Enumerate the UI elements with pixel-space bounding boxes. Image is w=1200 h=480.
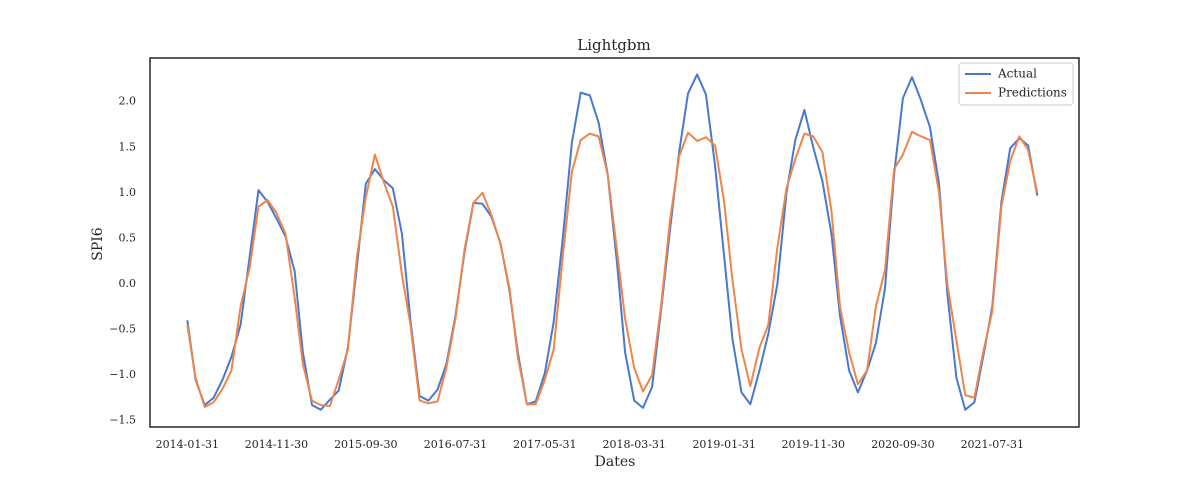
y-tick-label: 0.5	[119, 231, 137, 244]
y-tick-label: 0.0	[119, 277, 137, 290]
x-tick-label: 2018-03-31	[602, 438, 665, 451]
y-tick-label: −0.5	[109, 323, 136, 336]
legend-label: Predictions	[998, 86, 1067, 100]
y-tick-label: 1.0	[119, 186, 137, 199]
x-tick-label: 2021-07-31	[961, 438, 1024, 451]
chart-title: Lightgbm	[577, 36, 650, 54]
x-tick-label: 2016-07-31	[424, 438, 487, 451]
x-tick-label: 2014-11-30	[245, 438, 308, 451]
x-axis-label: Dates	[595, 454, 636, 470]
x-tick-label: 2019-11-30	[782, 438, 845, 451]
y-tick-label: −1.5	[109, 414, 136, 427]
x-tick-label: 2014-01-31	[156, 438, 219, 451]
data-line	[186, 130, 1039, 408]
y-axis-label: SPI6	[90, 227, 106, 261]
x-tick-label: 2015-09-30	[334, 438, 397, 451]
data-line	[186, 73, 1039, 411]
y-tick-label: 1.5	[119, 140, 137, 153]
y-tick-label: 2.0	[119, 95, 137, 108]
y-tick-label: −1.0	[109, 368, 136, 381]
x-tick-label: 2017-05-31	[513, 438, 576, 451]
legend-label: Actual	[997, 67, 1037, 81]
plot-frame	[149, 57, 1080, 428]
legend: Actual Predictions	[958, 62, 1074, 106]
x-tick-label: 2020-09-30	[871, 438, 934, 451]
x-tick-label: 2019-01-31	[692, 438, 755, 451]
